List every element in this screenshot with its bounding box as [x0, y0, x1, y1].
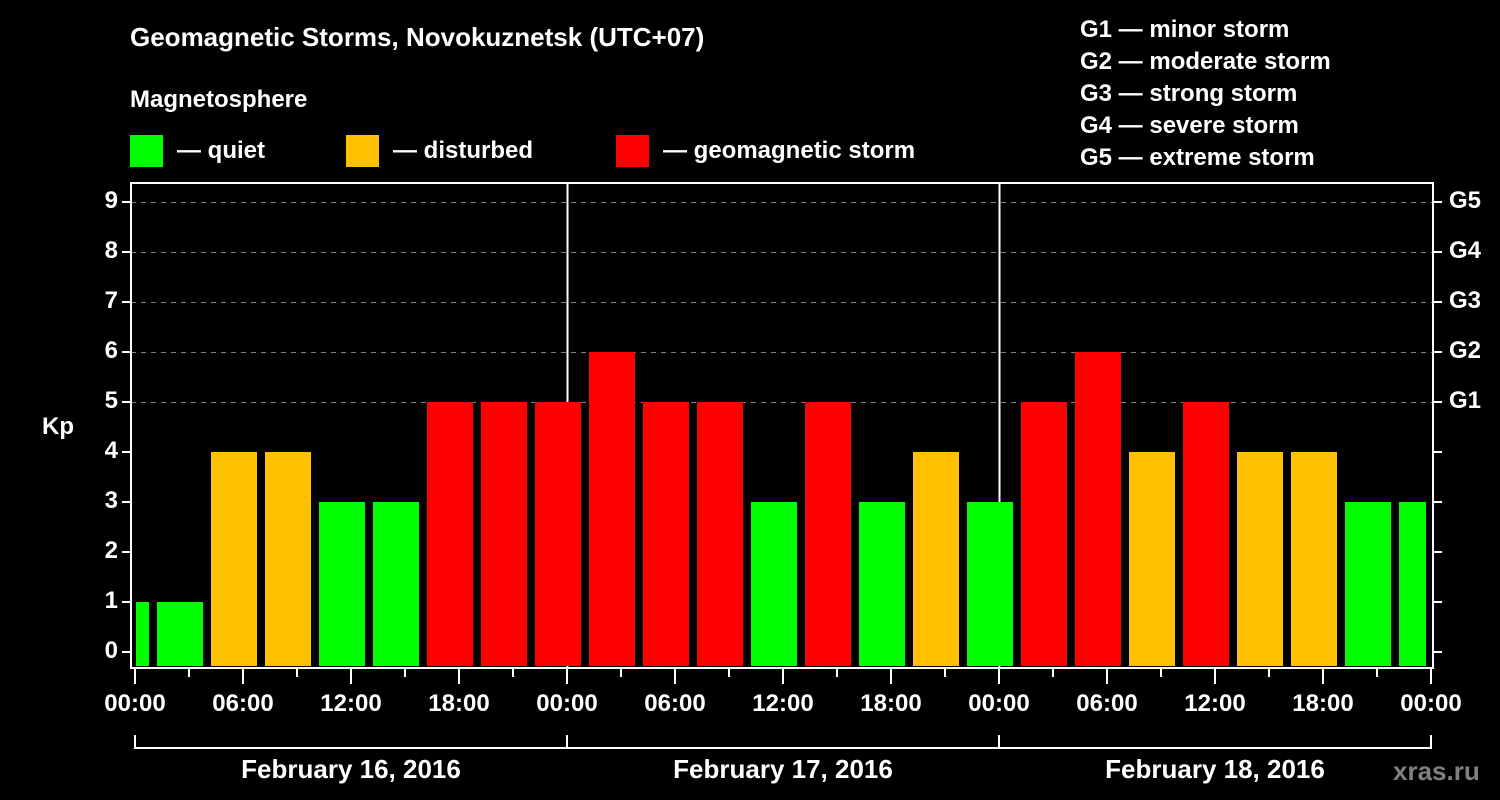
y-tick-label: 5 [104, 387, 118, 414]
y-tick-label: 8 [104, 237, 118, 264]
x-tick-label: 18:00 [1292, 690, 1354, 717]
kp-bar-quiet [373, 502, 419, 666]
watermark: xras.ru [1393, 756, 1480, 786]
legend-label: — geomagnetic storm [663, 137, 916, 164]
x-tick-label: 00:00 [104, 690, 166, 717]
legend-label: — quiet [177, 137, 265, 164]
storm-swatch [616, 135, 649, 167]
kp-bar-storm [535, 402, 581, 666]
y-tick-label: 1 [104, 587, 118, 614]
kp-bar-storm [805, 402, 851, 666]
legend-item-disturbed: — disturbed [346, 135, 533, 167]
x-tick-label: 06:00 [1076, 690, 1138, 717]
g-level-item: G2 — moderate storm [1080, 48, 1331, 75]
date-label: February 18, 2016 [1105, 754, 1325, 784]
kp-bar-storm [643, 402, 689, 666]
quiet-swatch [130, 135, 163, 167]
kp-bar-storm [427, 402, 473, 666]
kp-bar-quiet [136, 602, 149, 666]
date-label: February 17, 2016 [673, 754, 893, 784]
y-tick-label: 6 [104, 337, 118, 364]
x-tick-label: 00:00 [968, 690, 1030, 717]
g-level-item: G1 — minor storm [1080, 16, 1290, 43]
kp-bar-disturbed [1129, 452, 1175, 666]
x-tick-label: 12:00 [752, 690, 814, 717]
g-level-tick-label: G4 [1449, 237, 1482, 264]
x-tick-label: 12:00 [320, 690, 382, 717]
legend-heading: Magnetosphere [130, 86, 308, 113]
y-tick-label: 3 [104, 487, 118, 514]
kp-bar-quiet [157, 602, 203, 666]
g-level-item: G4 — severe storm [1080, 112, 1299, 139]
kp-bar-quiet [319, 502, 365, 666]
kp-bar-quiet [1399, 502, 1426, 666]
date-label: February 16, 2016 [241, 754, 461, 784]
kp-bar-quiet [859, 502, 905, 666]
g-level-tick-label: G3 [1449, 287, 1482, 314]
kp-bar-quiet [1345, 502, 1391, 666]
x-tick-label: 18:00 [860, 690, 922, 717]
g-level-tick-label: G2 [1449, 337, 1482, 364]
kp-bar-disturbed [1291, 452, 1337, 666]
date-bracket [134, 735, 1432, 749]
x-tick-label: 06:00 [212, 690, 274, 717]
kp-bar-disturbed [211, 452, 257, 666]
g-level-tick-label: G1 [1449, 387, 1482, 414]
kp-bar-disturbed [1237, 452, 1283, 666]
x-tick-label: 00:00 [536, 690, 598, 717]
x-tick-label: 12:00 [1184, 690, 1246, 717]
y-tick-label: 9 [104, 187, 118, 214]
kp-bar-quiet [751, 502, 797, 666]
legend-label: — disturbed [393, 137, 534, 164]
x-tick-label: 00:00 [1400, 690, 1462, 717]
legend-item-quiet: — quiet [130, 135, 265, 167]
y-tick-label: 7 [104, 287, 118, 314]
kp-bar-disturbed [913, 452, 959, 666]
g-level-tick-label: G5 [1449, 187, 1482, 214]
g-level-item: G5 — extreme storm [1080, 144, 1315, 171]
kp-bar-storm [481, 402, 527, 666]
x-tick-label: 06:00 [644, 690, 706, 717]
y-tick-label: 4 [104, 437, 118, 464]
kp-bar-storm [589, 352, 635, 666]
kp-bar-storm [1021, 402, 1067, 666]
chart-title: Geomagnetic Storms, Novokuznetsk (UTC+07… [130, 22, 705, 52]
y-tick-label: 2 [104, 537, 118, 564]
disturbed-swatch [346, 135, 379, 167]
g-level-legend: G1 — minor storm G2 — moderate storm G3 … [1080, 14, 1331, 174]
legend-item-storm: — geomagnetic storm [616, 135, 915, 167]
kp-bar-storm [1075, 352, 1121, 666]
kp-bar-disturbed [265, 452, 311, 666]
kp-bar-storm [697, 402, 743, 666]
kp-bar-storm [1183, 402, 1229, 666]
y-axis-label: Kp [42, 413, 74, 440]
kp-bar-quiet [967, 502, 1013, 666]
g-level-item: G3 — strong storm [1080, 80, 1298, 107]
x-tick-label: 18:00 [428, 690, 490, 717]
y-tick-label: 0 [104, 637, 118, 664]
